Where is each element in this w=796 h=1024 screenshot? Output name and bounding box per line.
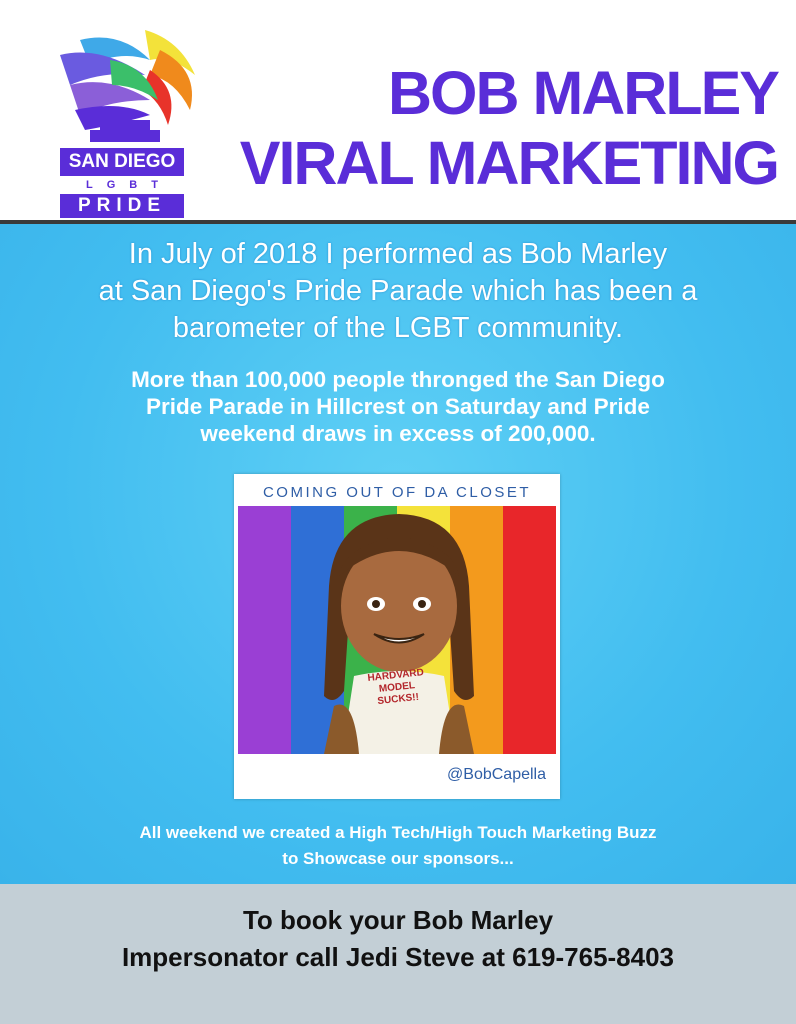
intro-text: In July of 2018 I performed as Bob Marle… (30, 236, 766, 347)
stats-line-1: More than 100,000 people thronged the Sa… (131, 367, 665, 392)
footer-line-1: To book your Bob Marley (242, 905, 554, 935)
torch-flame-icon (60, 30, 195, 142)
buzz-line-1: All weekend we created a High Tech/High … (139, 823, 657, 842)
logo-text-lgbt: LGBT (60, 178, 184, 193)
stats-line-3: weekend draws in excess of 200,000. (200, 421, 596, 446)
intro-line-1: In July of 2018 I performed as Bob Marle… (128, 238, 668, 270)
rainbow-caricature-illustration (238, 506, 556, 754)
buzz-line-2: to Showcase our sponsors... (282, 849, 514, 868)
social-handle: @BobCapella (447, 766, 546, 783)
stats-line-2: Pride Parade in Hillcrest on Saturday an… (146, 394, 650, 419)
illustration-card: COMING OUT OF DA CLOSET HARDVARD MODEL S… (234, 474, 560, 799)
page-title: BOB MARLEY VIRAL MARKETING (228, 58, 780, 198)
buzz-text: All weekend we created a High Tech/High … (20, 820, 776, 872)
san-diego-pride-logo: SAN DIEGO LGBT PRIDE (50, 30, 210, 220)
stats-text: More than 100,000 people thronged the Sa… (30, 366, 766, 447)
header-divider (0, 220, 796, 224)
intro-line-2: at San Diego's Pride Parade which has be… (98, 275, 698, 307)
header: SAN DIEGO LGBT PRIDE BOB MARLEY VIRAL MA… (0, 0, 796, 222)
booking-footer: To book your Bob Marley Impersonator cal… (0, 884, 796, 1024)
title-line-2: VIRAL MARKETING (239, 129, 780, 197)
intro-line-3: barometer of the LGBT community. (172, 312, 624, 344)
logo-text-san-diego: SAN DIEGO (60, 148, 184, 176)
card-heading: COMING OUT OF DA CLOSET (262, 484, 532, 501)
booking-text: To book your Bob Marley Impersonator cal… (20, 902, 776, 976)
logo-text-pride: PRIDE (60, 194, 184, 218)
footer-line-2: Impersonator call Jedi Steve at 619-765-… (121, 942, 675, 972)
main-panel: In July of 2018 I performed as Bob Marle… (0, 224, 796, 884)
title-line-1: BOB MARLEY (387, 59, 780, 127)
shirt-slogan: HARDVARD MODEL SUCKS!! (360, 666, 433, 709)
